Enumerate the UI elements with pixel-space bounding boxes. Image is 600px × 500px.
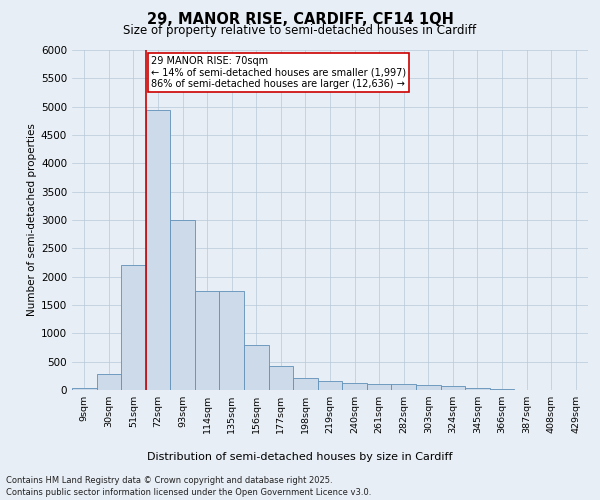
Bar [318, 381, 342, 390]
Bar [72, 388, 97, 390]
Text: 29, MANOR RISE, CARDIFF, CF14 1QH: 29, MANOR RISE, CARDIFF, CF14 1QH [146, 12, 454, 28]
Bar [367, 384, 391, 390]
Bar [220, 291, 244, 390]
Bar [244, 344, 269, 390]
Bar [490, 389, 514, 390]
Text: Contains public sector information licensed under the Open Government Licence v3: Contains public sector information licen… [6, 488, 371, 497]
Text: Contains HM Land Registry data © Crown copyright and database right 2025.: Contains HM Land Registry data © Crown c… [6, 476, 332, 485]
Bar [121, 266, 146, 390]
Bar [146, 110, 170, 390]
Text: 29 MANOR RISE: 70sqm
← 14% of semi-detached houses are smaller (1,997)
86% of se: 29 MANOR RISE: 70sqm ← 14% of semi-detac… [151, 56, 406, 89]
Text: Distribution of semi-detached houses by size in Cardiff: Distribution of semi-detached houses by … [147, 452, 453, 462]
Text: Size of property relative to semi-detached houses in Cardiff: Size of property relative to semi-detach… [124, 24, 476, 37]
Bar [293, 378, 318, 390]
Bar [342, 382, 367, 390]
Bar [440, 386, 465, 390]
Bar [269, 366, 293, 390]
Bar [170, 220, 195, 390]
Bar [465, 388, 490, 390]
Y-axis label: Number of semi-detached properties: Number of semi-detached properties [27, 124, 37, 316]
Bar [195, 291, 220, 390]
Bar [416, 385, 440, 390]
Bar [391, 384, 416, 390]
Bar [97, 374, 121, 390]
